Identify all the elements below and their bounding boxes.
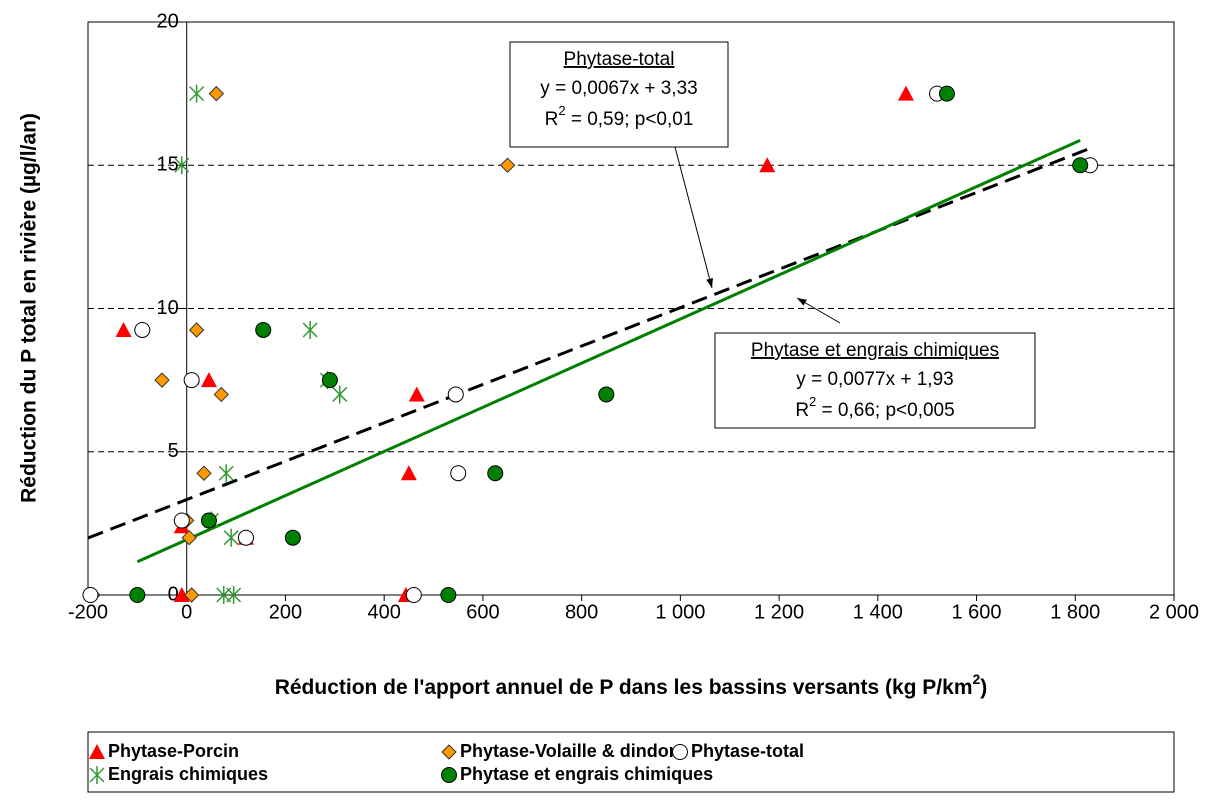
marker-triangle (408, 386, 425, 402)
marker-circle (134, 321, 151, 338)
marker-triangle (115, 321, 132, 337)
x-tick-label: 800 (565, 601, 598, 623)
y-tick-label: 15 (156, 154, 178, 176)
annotation-box (714, 332, 1036, 429)
legend-box (87, 731, 1175, 793)
marker-circle (450, 465, 467, 482)
marker-diamond (441, 744, 457, 760)
annotation-r2: R2 = 0,59; p<0,01 (545, 103, 694, 130)
marker-circle (82, 587, 99, 603)
y-tick-label: 20 (156, 10, 178, 32)
r2-sup: 2 (558, 103, 565, 118)
r2-rest: = 0,66; p<0,005 (816, 400, 954, 421)
arrow-head (706, 278, 713, 288)
marker-circle (284, 529, 301, 546)
marker-diamond (499, 157, 516, 173)
r2-rest: = 0,59; p<0,01 (566, 109, 694, 130)
marker-circle (405, 587, 422, 603)
marker-asterisk (89, 766, 105, 784)
x-axis-title-end: ) (980, 676, 987, 699)
marker-asterisk (223, 528, 239, 547)
x-tick-label: 400 (367, 601, 400, 623)
annotation-equation: y = 0,0077x + 1,93 (796, 369, 953, 390)
marker-circle (129, 587, 146, 603)
r2-sup: 2 (809, 394, 816, 409)
x-axis-title-text: Réduction de l'apport annuel de P dans l… (275, 676, 973, 699)
marker-asterisk (302, 320, 318, 339)
marker-asterisk (189, 84, 205, 103)
annotation-r2: R2 = 0,66; p<0,005 (795, 394, 954, 421)
marker-asterisk (332, 385, 348, 404)
marker-diamond (181, 529, 197, 546)
marker-asterisk (174, 156, 190, 175)
x-tick-label: -200 (68, 601, 108, 623)
x-tick-label: 1 800 (1050, 601, 1100, 623)
annotation-box (509, 41, 729, 148)
marker-triangle (759, 157, 776, 173)
x-tick-label: 1 400 (853, 601, 903, 623)
marker-circle (173, 512, 190, 529)
marker-circle (321, 372, 338, 389)
marker-triangle (400, 465, 417, 481)
annotation-title: Phytase et engrais chimiques (751, 340, 999, 361)
y-tick-label: 10 (156, 297, 178, 319)
legend-label: Phytase et engrais chimiques (460, 764, 713, 784)
x-tick-label: 1 200 (754, 601, 804, 623)
x-tick-label: 0 (181, 601, 192, 623)
r2-base: R (545, 109, 559, 130)
trend-line (136, 138, 1081, 564)
marker-circle (255, 321, 272, 338)
marker-diamond (154, 372, 170, 388)
marker-triangle (173, 587, 190, 602)
legend-label: Phytase-Volaille & dindon (460, 741, 680, 761)
marker-diamond (208, 85, 225, 102)
marker-circle (598, 386, 615, 403)
legend-label: Engrais chimiques (108, 764, 268, 784)
marker-circle (487, 465, 504, 482)
annotation-equation: y = 0,0067x + 3,33 (540, 78, 697, 99)
annotation-arrow (674, 146, 713, 289)
x-tick-label: 2 000 (1149, 601, 1199, 623)
y-tick-label: 0 (168, 583, 179, 605)
marker-triangle (897, 85, 914, 101)
trend-line (87, 146, 1091, 540)
x-tick-label: 600 (466, 601, 499, 623)
legend-label: Phytase-Porcin (108, 741, 239, 761)
x-axis-title: Réduction de l'apport annuel de P dans l… (275, 671, 988, 699)
marker-asterisk (226, 586, 242, 604)
marker-circle (200, 512, 217, 529)
arrow-head (797, 298, 807, 306)
marker-diamond (188, 322, 205, 338)
marker-diamond (213, 386, 229, 403)
marker-triangle (89, 744, 105, 759)
marker-circle (447, 386, 464, 403)
marker-circle (440, 587, 457, 603)
marker-circle (237, 529, 254, 546)
marker-diamond (196, 465, 212, 481)
marker-asterisk (218, 464, 234, 483)
marker-circle (938, 85, 955, 102)
x-tick-label: 1 600 (952, 601, 1002, 623)
y-tick-label: 5 (168, 440, 179, 462)
legend-label: Phytase-total (691, 741, 804, 761)
x-tick-label: 1 000 (655, 601, 705, 623)
marker-diamond (183, 587, 200, 603)
marker-circle (183, 372, 200, 389)
y-axis-title: Réduction du P total en rivière (µg/l/an… (18, 113, 41, 503)
marker-circle (1072, 157, 1089, 174)
r2-base: R (795, 400, 809, 421)
x-tick-label: 200 (269, 601, 302, 623)
annotation-title: Phytase-total (564, 49, 675, 70)
marker-circle (672, 744, 688, 760)
x-axis-title-sup: 2 (973, 671, 981, 687)
marker-triangle (200, 372, 217, 388)
marker-circle (441, 767, 457, 783)
